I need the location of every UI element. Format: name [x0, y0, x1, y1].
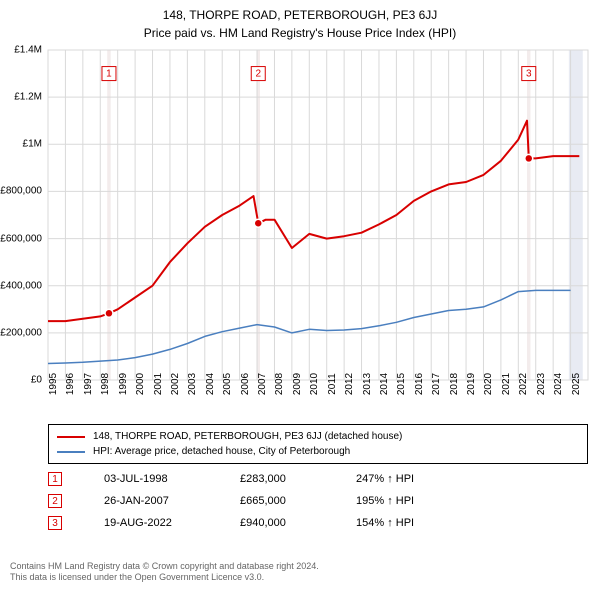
x-tick-label: 2021: [501, 373, 512, 395]
event-row: 3 19-AUG-2022 £940,000 154% ↑ HPI: [48, 512, 588, 534]
events-table: 1 03-JUL-1998 £283,000 247% ↑ HPI 2 26-J…: [48, 468, 588, 534]
event-row: 1 03-JUL-1998 £283,000 247% ↑ HPI: [48, 468, 588, 490]
legend-swatch: [57, 451, 85, 453]
event-hpi: 154% ↑ HPI: [356, 517, 414, 529]
x-tick-label: 2015: [396, 373, 407, 395]
y-tick-label: £400,000: [0, 280, 42, 291]
x-tick-label: 2025: [571, 373, 582, 395]
event-price: £665,000: [240, 495, 320, 507]
svg-text:1: 1: [106, 69, 112, 80]
x-tick-label: 2006: [240, 373, 251, 395]
x-tick-label: 2008: [274, 373, 285, 395]
event-date: 03-JUL-1998: [104, 473, 204, 485]
svg-text:2: 2: [255, 69, 261, 80]
legend-row: HPI: Average price, detached house, City…: [57, 444, 579, 459]
x-tick-label: 2024: [553, 373, 564, 395]
x-tick-label: 1995: [48, 373, 59, 395]
event-marker: 3: [48, 516, 62, 530]
x-tick-label: 1999: [118, 373, 129, 395]
event-price: £940,000: [240, 517, 320, 529]
y-tick-label: £1M: [23, 139, 42, 150]
footer-line2: This data is licensed under the Open Gov…: [10, 572, 319, 584]
title-address: 148, THORPE ROAD, PETERBOROUGH, PE3 6JJ: [0, 8, 600, 22]
chart-container: 148, THORPE ROAD, PETERBOROUGH, PE3 6JJ …: [0, 0, 600, 590]
x-tick-label: 2020: [483, 373, 494, 395]
x-tick-label: 2018: [449, 373, 460, 395]
x-tick-label: 2009: [292, 373, 303, 395]
event-marker-num: 1: [52, 474, 58, 485]
event-marker: 2: [48, 494, 62, 508]
y-tick-label: £1.4M: [14, 45, 42, 56]
x-tick-label: 2000: [135, 373, 146, 395]
event-hpi: 247% ↑ HPI: [356, 473, 414, 485]
legend-row: 148, THORPE ROAD, PETERBOROUGH, PE3 6JJ …: [57, 429, 579, 444]
event-marker-num: 2: [52, 496, 58, 507]
title-block: 148, THORPE ROAD, PETERBOROUGH, PE3 6JJ …: [0, 0, 600, 44]
x-tick-label: 1998: [100, 373, 111, 395]
x-tick-label: 2003: [187, 373, 198, 395]
x-tick-label: 2019: [466, 373, 477, 395]
x-tick-label: 2014: [379, 373, 390, 395]
x-tick-label: 2004: [205, 373, 216, 395]
y-tick-label: £1.2M: [14, 92, 42, 103]
x-tick-label: 2011: [327, 373, 338, 395]
x-tick-label: 2010: [309, 373, 320, 395]
event-hpi: 195% ↑ HPI: [356, 495, 414, 507]
event-date: 19-AUG-2022: [104, 517, 204, 529]
x-tick-label: 2013: [362, 373, 373, 395]
chart-svg: 1 2 3: [48, 50, 588, 380]
y-tick-label: £600,000: [0, 233, 42, 244]
y-tick-label: £0: [31, 375, 42, 386]
x-tick-label: 2002: [170, 373, 181, 395]
event-marker: 1: [48, 472, 62, 486]
x-tick-label: 2005: [222, 373, 233, 395]
x-tick-label: 2012: [344, 373, 355, 395]
svg-text:3: 3: [526, 69, 532, 80]
event-row: 2 26-JAN-2007 £665,000 195% ↑ HPI: [48, 490, 588, 512]
x-tick-label: 2001: [153, 373, 164, 395]
x-tick-label: 2017: [431, 373, 442, 395]
event-price: £283,000: [240, 473, 320, 485]
y-tick-label: £800,000: [0, 186, 42, 197]
event-date: 26-JAN-2007: [104, 495, 204, 507]
x-tick-label: 2007: [257, 373, 268, 395]
footer-attribution: Contains HM Land Registry data © Crown c…: [10, 561, 319, 584]
legend-label: HPI: Average price, detached house, City…: [93, 444, 350, 459]
legend-box: 148, THORPE ROAD, PETERBOROUGH, PE3 6JJ …: [48, 424, 588, 464]
x-tick-label: 1996: [65, 373, 76, 395]
footer-line1: Contains HM Land Registry data © Crown c…: [10, 561, 319, 573]
x-tick-label: 1997: [83, 373, 94, 395]
y-tick-label: £200,000: [0, 327, 42, 338]
event-marker-num: 3: [52, 518, 58, 529]
chart-area: 123 £0£200,000£400,000£600,000£800,000£1…: [48, 50, 588, 380]
legend-swatch: [57, 436, 85, 438]
x-tick-label: 2016: [414, 373, 425, 395]
x-tick-label: 2022: [518, 373, 529, 395]
title-subtitle: Price paid vs. HM Land Registry's House …: [0, 26, 600, 40]
legend-label: 148, THORPE ROAD, PETERBOROUGH, PE3 6JJ …: [93, 429, 402, 444]
x-tick-label: 2023: [536, 373, 547, 395]
